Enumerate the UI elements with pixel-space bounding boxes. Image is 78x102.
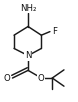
Text: F: F — [52, 27, 57, 36]
Text: N: N — [25, 51, 31, 60]
Text: O: O — [38, 74, 45, 83]
Text: O: O — [3, 74, 10, 83]
Text: NH₂: NH₂ — [20, 4, 36, 13]
